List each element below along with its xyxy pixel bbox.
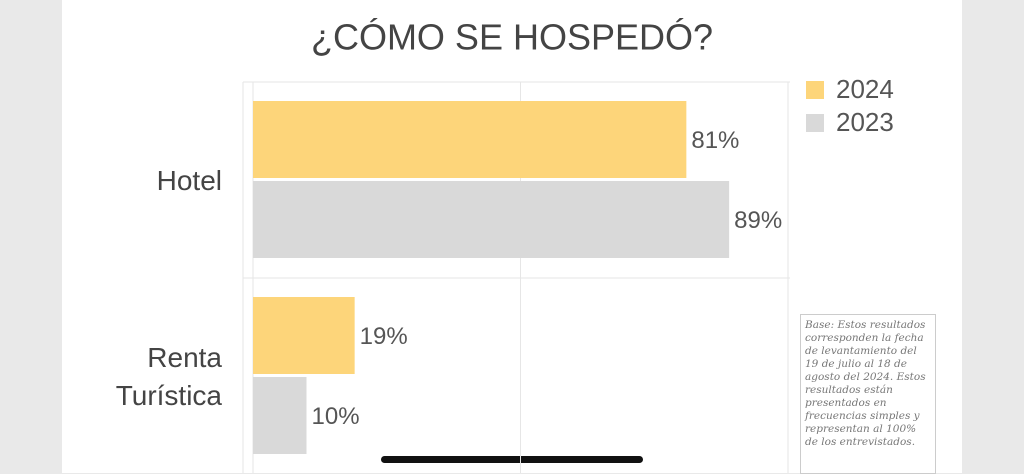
- legend-label: 2024: [836, 74, 894, 104]
- value-label: 89%: [734, 207, 782, 234]
- value-label: 81%: [691, 127, 739, 154]
- legend-swatch: [806, 114, 824, 132]
- bar: [253, 297, 355, 374]
- bar: [253, 181, 730, 258]
- category-label: Renta Turística: [115, 342, 222, 411]
- note: Base: Estos resultados corresponden la f…: [800, 314, 936, 474]
- legend-label: 2023: [836, 107, 894, 137]
- legend-swatch: [806, 81, 824, 99]
- category-label: Hotel: [156, 165, 222, 196]
- bar: [253, 377, 307, 454]
- value-label: 19%: [360, 323, 408, 350]
- bar: [253, 101, 687, 178]
- home-indicator: [381, 456, 643, 463]
- value-label: 10%: [312, 403, 360, 430]
- chart-title: ¿CÓMO SE HOSPEDÓ?: [311, 17, 713, 58]
